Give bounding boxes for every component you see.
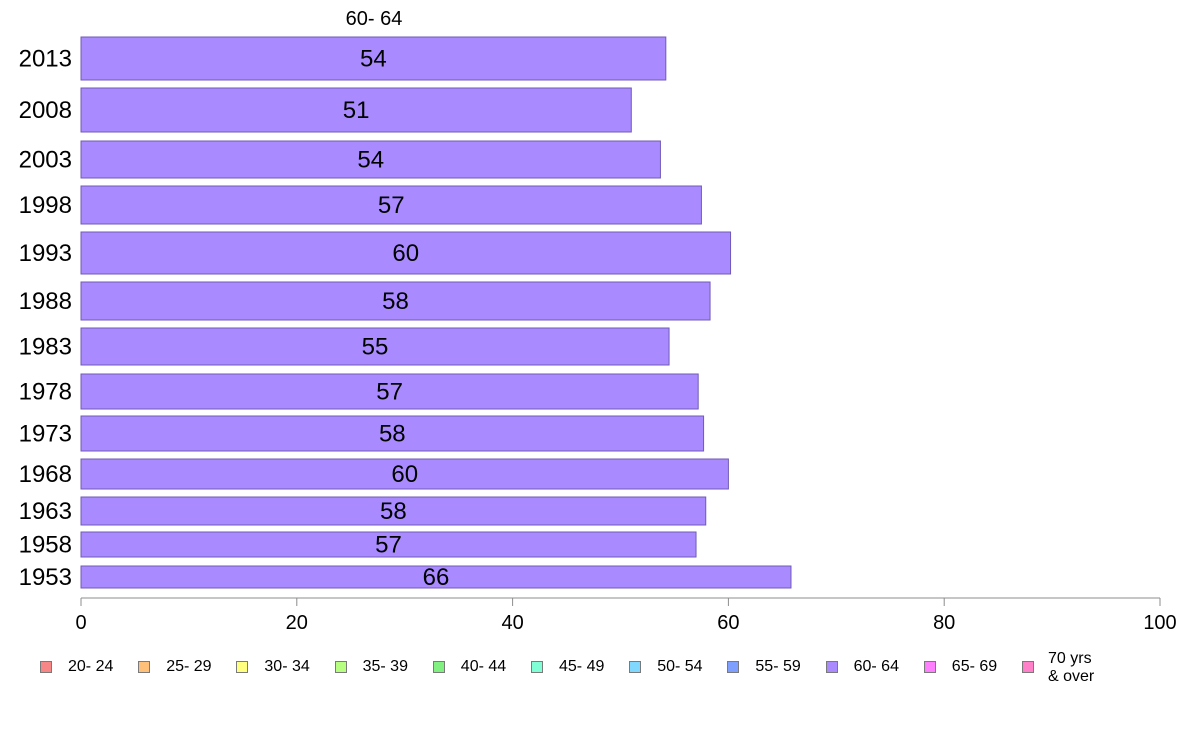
data-label-1968: 60 xyxy=(391,461,418,488)
legend: 20- 24 25- 29 30- 34 35- 39 40- 44 45- 49 50- … xyxy=(40,650,1160,700)
legend-item: 70 yrs & over xyxy=(1022,650,1094,686)
bar-1968 xyxy=(80,458,729,490)
data-label-1983: 55 xyxy=(362,334,389,361)
legend-swatch xyxy=(727,661,740,673)
category-label-1983: 1983 xyxy=(19,334,72,361)
category-label-1998: 1998 xyxy=(19,192,72,219)
data-label-1963: 58 xyxy=(380,498,407,525)
category-label-1953: 1953 xyxy=(19,564,72,591)
bar-1998 xyxy=(80,185,702,225)
legend-label: 40- 44 xyxy=(460,658,507,675)
legend-swatch xyxy=(531,661,543,673)
chart-title: 60- 64 xyxy=(346,8,403,30)
x-tick-label-40: 40 xyxy=(501,612,523,634)
x-tick-label-20: 20 xyxy=(286,612,308,634)
data-label-2013: 54 xyxy=(360,46,387,73)
legend-item: 55- 59 xyxy=(727,650,801,676)
category-label-1958: 1958 xyxy=(19,532,72,559)
category-label-1988: 1988 xyxy=(19,288,72,315)
bar-chart: 60- 64 2013 54 2008 51 2003 54 1998 57 1993 60 198… xyxy=(19,8,1177,634)
x-tick-label-80: 80 xyxy=(933,612,955,634)
legend-label: 45- 49 xyxy=(559,658,605,675)
data-label-2003: 54 xyxy=(357,147,384,174)
bar-1958 xyxy=(80,531,697,558)
data-label-1988: 58 xyxy=(382,288,409,315)
legend-item: 60- 64 xyxy=(825,650,899,676)
data-label-1993: 60 xyxy=(392,240,419,267)
data-label-1953: 66 xyxy=(423,564,450,591)
legend-swatch xyxy=(629,661,642,673)
data-label-1958: 57 xyxy=(375,532,402,559)
legend-label: 70 yrs & over xyxy=(1048,650,1095,685)
bar-1978 xyxy=(80,373,699,410)
legend-item: 40- 44 xyxy=(432,650,507,676)
legend-item: 35- 39 xyxy=(334,650,408,676)
legend-label: 25- 29 xyxy=(166,658,212,675)
legend-swatch xyxy=(432,661,445,673)
x-tick-label-100: 100 xyxy=(1143,612,1176,634)
legend-item: 25- 29 xyxy=(138,650,212,676)
bar-1973 xyxy=(80,415,705,452)
legend-swatch xyxy=(825,661,838,673)
bar-1963 xyxy=(80,496,707,526)
legend-swatch xyxy=(40,661,52,673)
bar-2003 xyxy=(80,140,661,179)
bar-1983 xyxy=(80,327,670,366)
legend-label: 50- 54 xyxy=(657,658,703,675)
legend-swatch xyxy=(138,661,151,673)
legend-label: 20- 24 xyxy=(68,658,114,675)
category-label-1978: 1978 xyxy=(19,379,72,406)
data-label-1998: 57 xyxy=(378,192,405,219)
legend-item: 65- 69 xyxy=(923,650,998,676)
bar-1953 xyxy=(80,565,792,589)
legend-swatch xyxy=(236,661,249,673)
x-tick-label-60: 60 xyxy=(717,612,739,634)
legend-swatch xyxy=(923,661,936,673)
category-label-1968: 1968 xyxy=(19,461,72,488)
legend-item: 50- 54 xyxy=(629,650,703,676)
x-axis: 0 20 40 60 80 100 xyxy=(75,597,1177,634)
category-label-1993: 1993 xyxy=(19,240,72,267)
legend-swatch xyxy=(334,661,347,673)
category-label-1973: 1973 xyxy=(19,421,72,448)
legend-label: 35- 39 xyxy=(362,658,408,675)
category-label-1963: 1963 xyxy=(19,498,72,525)
bar-1988 xyxy=(80,281,711,321)
data-label-1973: 58 xyxy=(379,421,406,448)
x-tick-label-0: 0 xyxy=(75,612,86,634)
bars-group: 2013 54 2008 51 2003 54 1998 57 1993 60 1988 58 1983… xyxy=(19,36,792,591)
legend-item: 20- 24 xyxy=(40,650,113,676)
bar-1993 xyxy=(80,231,732,275)
legend-label: 60- 64 xyxy=(853,658,899,675)
legend-label: 30- 34 xyxy=(264,658,310,675)
legend-item: 45- 49 xyxy=(531,650,604,676)
legend-label: 65- 69 xyxy=(951,658,998,675)
legend-item: 30- 34 xyxy=(236,650,310,676)
data-label-1978: 57 xyxy=(376,379,403,406)
category-label-2008: 2008 xyxy=(19,97,72,124)
data-label-2008: 51 xyxy=(343,97,370,124)
legend-swatch xyxy=(1022,661,1034,673)
category-label-2003: 2003 xyxy=(19,147,72,174)
bar-2013 xyxy=(80,36,667,81)
legend-label: 55- 59 xyxy=(755,658,801,675)
category-label-2013: 2013 xyxy=(19,46,72,73)
bar-2008 xyxy=(80,87,632,133)
